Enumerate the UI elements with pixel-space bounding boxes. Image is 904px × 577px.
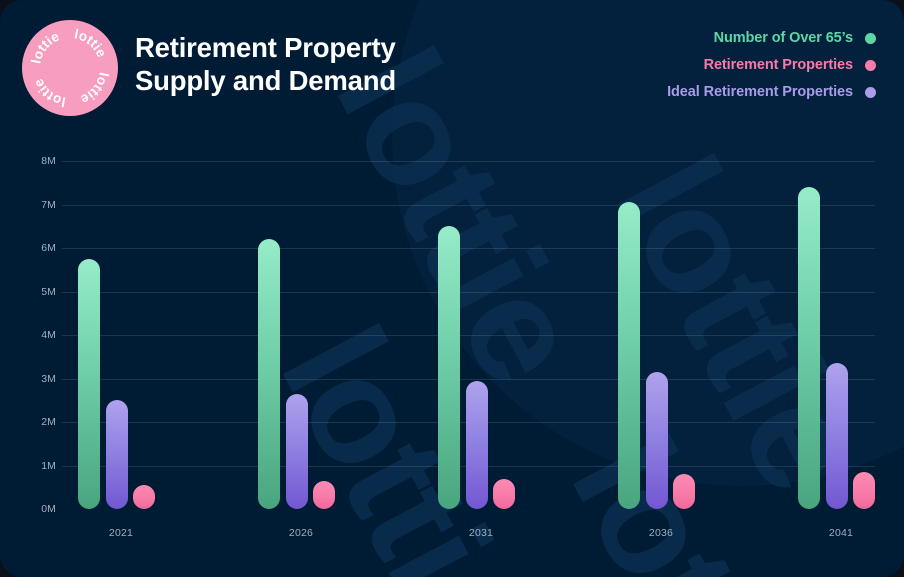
y-axis-tick-label: 1M	[41, 459, 56, 472]
x-axis-tick-label: 2021	[108, 527, 134, 539]
y-axis-tick-label: 4M	[41, 329, 56, 341]
lottie-logo-mark: lottie lottie lottie lottie	[28, 26, 111, 109]
y-axis-tick-label: 7M	[41, 198, 56, 211]
bar-over-65[interactable]	[618, 202, 640, 509]
bar-over-65[interactable]	[78, 258, 100, 509]
legend-item-1[interactable]: Retirement Properties	[704, 57, 876, 73]
bar-ideal-retirement-properties[interactable]	[646, 371, 668, 509]
bar-ideal-retirement-properties[interactable]	[466, 380, 488, 509]
legend-color-swatch	[865, 59, 876, 71]
gridline	[62, 335, 875, 336]
legend-item-label: Number of Over 65’s	[713, 30, 853, 46]
bar-retirement-properties[interactable]	[313, 480, 335, 509]
page-title: Retirement Property Supply and Demand	[135, 31, 555, 97]
x-axis-tick-label: 2036	[648, 527, 674, 539]
title-line-2: Supply and Demand	[135, 65, 396, 96]
y-axis-tick-label: 3M	[41, 372, 56, 385]
y-axis-tick-label: 8M	[41, 155, 56, 167]
x-axis-tick-label: 2031	[468, 527, 494, 539]
bar-retirement-properties[interactable]	[853, 472, 875, 509]
y-axis-tick-label: 6M	[41, 242, 56, 254]
x-axis-tick-label: 2041	[828, 527, 854, 539]
chart-header: lottie lottie lottie lottie Retirement P…	[0, 0, 904, 138]
chart-legend: Number of Over 65’s Retirement Properties…	[667, 30, 876, 100]
gridline	[62, 248, 875, 249]
gridline	[62, 161, 875, 162]
bar-over-65[interactable]	[258, 239, 280, 509]
gridline	[62, 378, 875, 380]
legend-item-label: Ideal Retirement Properties	[667, 84, 853, 100]
y-axis-tick-label: 5M	[41, 285, 56, 298]
bar-retirement-properties[interactable]	[133, 485, 155, 509]
bar-over-65[interactable]	[798, 187, 820, 509]
gridline	[62, 204, 875, 206]
bar-ideal-retirement-properties[interactable]	[106, 400, 128, 509]
gridline	[62, 291, 875, 293]
y-axis-tick-label: 0M	[41, 503, 56, 515]
legend-color-swatch	[865, 86, 876, 98]
title-line-1: Retirement Property	[135, 32, 396, 63]
legend-color-swatch	[865, 32, 876, 44]
bar-ideal-retirement-properties[interactable]	[286, 393, 308, 509]
x-axis-tick-label: 2026	[288, 527, 314, 539]
lottie-logo: lottie lottie lottie lottie	[22, 20, 118, 116]
y-axis-tick-label: 2M	[41, 416, 56, 428]
bar-ideal-retirement-properties[interactable]	[826, 363, 848, 509]
bar-over-65[interactable]	[438, 226, 460, 509]
bar-retirement-properties[interactable]	[493, 478, 515, 509]
bar-retirement-properties[interactable]	[673, 474, 695, 509]
legend-item-label: Retirement Properties	[703, 57, 854, 73]
legend-item-2[interactable]: Ideal Retirement Properties	[667, 84, 876, 100]
legend-item-0[interactable]: Number of Over 65’s	[714, 30, 876, 46]
